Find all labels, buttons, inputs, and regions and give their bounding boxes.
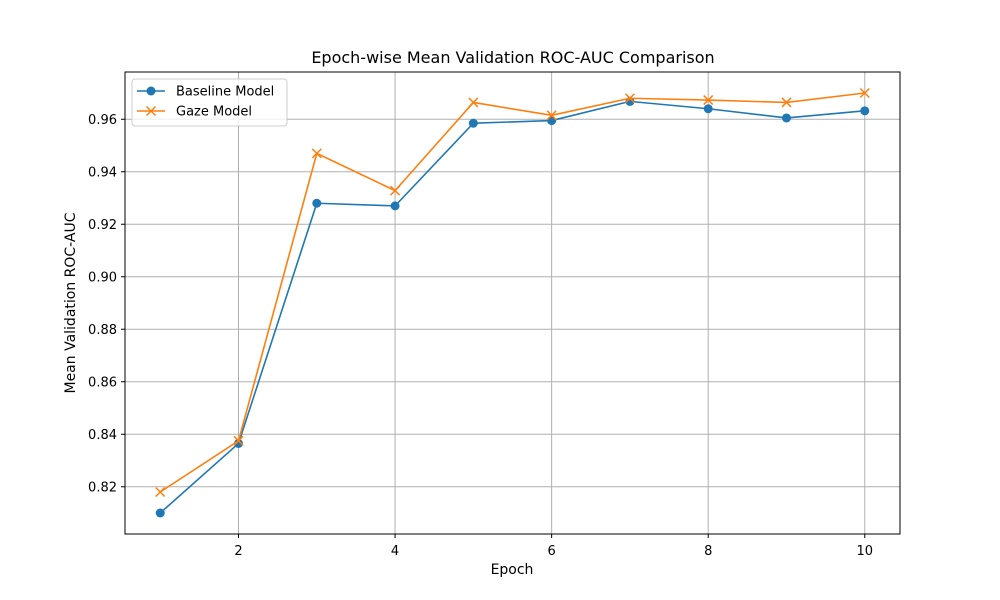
- y-tick-label: 0.90: [88, 270, 117, 285]
- chart-title: Epoch-wise Mean Validation ROC-AUC Compa…: [311, 48, 714, 67]
- baseline-model-point: [781, 113, 791, 123]
- x-marker-stroke: [311, 148, 322, 159]
- baseline-model-point: [390, 201, 400, 211]
- x-tick-label: 6: [548, 544, 556, 559]
- baseline-model-point: [234, 438, 244, 448]
- x-tick-label: 4: [391, 544, 399, 559]
- series-baseline-model: [155, 96, 870, 518]
- x-marker-stroke: [781, 97, 792, 108]
- gaze-model-point: [859, 87, 870, 99]
- gaze-model-point: [155, 486, 166, 498]
- baseline-model-point: [860, 106, 870, 116]
- baseline-model-point: [703, 104, 713, 114]
- legend-label: Baseline Model: [176, 85, 274, 100]
- y-tick-label: 0.92: [88, 218, 117, 233]
- legend-swatch-marker: [146, 86, 156, 96]
- y-tick-label: 0.94: [88, 165, 117, 180]
- y-tick-label: 0.96: [88, 113, 117, 128]
- gaze-model-point: [703, 95, 714, 106]
- legend-entry-gaze-model: Gaze Model: [137, 105, 252, 120]
- y-tick-label: 0.88: [88, 323, 117, 338]
- legend: Baseline Model Gaze Model: [131, 78, 288, 127]
- gaze-model-point: [233, 435, 244, 446]
- legend-swatch-marker: [145, 105, 157, 117]
- x-marker-stroke: [546, 110, 557, 121]
- baseline-model-point: [468, 118, 478, 128]
- baseline-model-point: [155, 508, 165, 518]
- x-tick-label: 10: [856, 544, 873, 559]
- gaze-model-point: [546, 110, 557, 121]
- x-axis-label: Epoch: [491, 562, 534, 578]
- x-marker-stroke: [390, 185, 401, 196]
- series-gaze-model: [155, 87, 870, 498]
- legend-entry-baseline-model: Baseline Model: [137, 85, 274, 100]
- y-tick-label: 0.86: [88, 375, 117, 390]
- x-tick-label: 8: [704, 544, 712, 559]
- x-tick-label: 2: [234, 544, 242, 559]
- x-marker-stroke: [859, 87, 870, 99]
- gaze-model-point: [624, 93, 635, 104]
- legend-box: [131, 78, 288, 127]
- legend-entries: Baseline Model Gaze Model: [137, 85, 274, 120]
- x-marker-stroke: [624, 93, 635, 104]
- x-marker-stroke: [468, 97, 479, 108]
- y-tick-label: 0.82: [88, 480, 117, 495]
- y-tick-label: 0.84: [88, 428, 117, 443]
- gaze-model-point: [781, 97, 792, 108]
- x-axis-ticks: 2 4 6 8 10: [234, 534, 873, 559]
- y-axis-ticks: 0.82 0.84 0.86 0.88 0.90 0.92 0.94 0.96: [88, 113, 125, 495]
- baseline-model-line: [159, 100, 865, 514]
- baseline-model-point: [312, 198, 322, 208]
- gaze-model-point: [311, 148, 322, 159]
- gaze-model-point: [468, 97, 479, 108]
- legend-label: Gaze Model: [176, 105, 252, 120]
- gaze-model-line: [159, 92, 865, 493]
- x-marker-stroke: [703, 95, 714, 106]
- gaze-model-point: [390, 185, 401, 196]
- y-axis-label: Mean Validation ROC-AUC: [63, 212, 79, 393]
- plot-series: [155, 87, 870, 518]
- plot-area-frame: [124, 71, 901, 535]
- x-marker-stroke: [155, 486, 166, 498]
- x-marker-stroke: [233, 435, 244, 446]
